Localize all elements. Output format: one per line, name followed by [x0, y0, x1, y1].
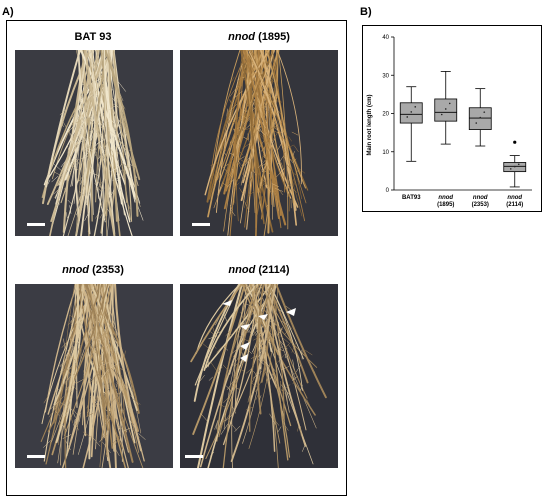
data-point [475, 122, 478, 124]
x-tick-label: nnod [438, 195, 453, 201]
data-point [509, 168, 512, 170]
data-point [414, 106, 417, 108]
y-tick-label: 30 [382, 73, 389, 79]
y-tick-label: 0 [386, 188, 390, 194]
root-photo-nnod-2114 [180, 284, 338, 468]
data-point [440, 113, 443, 116]
data-point [444, 108, 447, 110]
panel-a-label: A) [2, 6, 14, 18]
box-1 [434, 98, 458, 122]
nodule-arrows [222, 300, 296, 362]
data-point [479, 116, 482, 119]
y-tick-label: 10 [382, 150, 389, 156]
data-point [513, 165, 516, 168]
x-tick-label: nnod [473, 195, 488, 201]
root-photo-nnod-2353 [15, 284, 173, 468]
data-point [448, 102, 451, 105]
data-point [406, 116, 409, 118]
root-image-nnod-2114 [180, 284, 338, 468]
x-tick-sublabel: (2114) [506, 202, 523, 208]
y-tick-label: 20 [382, 112, 389, 118]
scale-bar [192, 223, 210, 226]
box-2 [468, 107, 492, 130]
outlier-point [513, 140, 517, 144]
scale-bar [27, 223, 45, 226]
photo-title-bat93: BAT 93 [74, 31, 112, 43]
root-image-bat93 [15, 50, 173, 236]
x-tick-label: nnod [507, 195, 522, 201]
root-image-nnod-2353 [15, 284, 173, 468]
photo-title-nnod-1895: nnod (1895) [228, 31, 290, 43]
data-point [483, 111, 486, 113]
photo-title-nnod-2353: nnod (2353) [62, 264, 124, 276]
data-point [517, 163, 520, 166]
scale-bar [185, 455, 203, 458]
y-tick-label: 40 [382, 35, 389, 41]
box-0 [399, 102, 423, 124]
panel-b-label: B) [360, 6, 372, 18]
y-axis-label: Main root length (cm) [367, 95, 373, 156]
photo-title-nnod-2114: nnod (2114) [228, 264, 290, 276]
data-point [410, 111, 413, 113]
scale-bar [27, 455, 45, 458]
root-image-nnod-1895 [180, 50, 338, 236]
x-tick-sublabel: (1895) [437, 202, 454, 208]
x-tick-sublabel: (2353) [472, 202, 489, 208]
boxplot-chart: Main root length (cm) 0 10 20 30 40 BAT93 nnod… [367, 35, 532, 208]
root-photo-bat93 [15, 50, 173, 236]
root-photo-nnod-1895 [180, 50, 338, 236]
x-tick-label: BAT93 [402, 195, 421, 201]
